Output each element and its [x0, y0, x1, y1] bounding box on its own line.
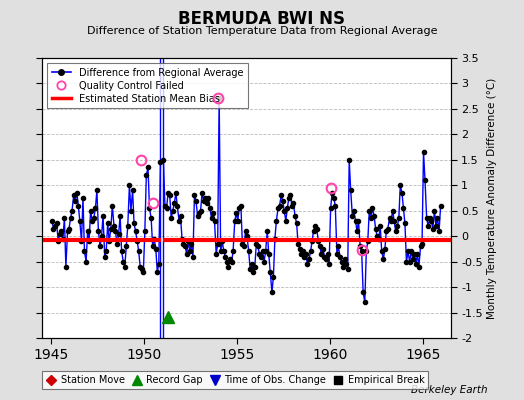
Legend: Station Move, Record Gap, Time of Obs. Change, Empirical Break: Station Move, Record Gap, Time of Obs. C… — [41, 371, 428, 389]
Text: Berkeley Earth: Berkeley Earth — [411, 385, 487, 395]
Legend: Difference from Regional Average, Quality Control Failed, Estimated Station Mean: Difference from Regional Average, Qualit… — [47, 63, 248, 108]
Text: BERMUDA BWI NS: BERMUDA BWI NS — [179, 10, 345, 28]
Text: Difference of Station Temperature Data from Regional Average: Difference of Station Temperature Data f… — [87, 26, 437, 36]
Y-axis label: Monthly Temperature Anomaly Difference (°C): Monthly Temperature Anomaly Difference (… — [487, 77, 497, 319]
